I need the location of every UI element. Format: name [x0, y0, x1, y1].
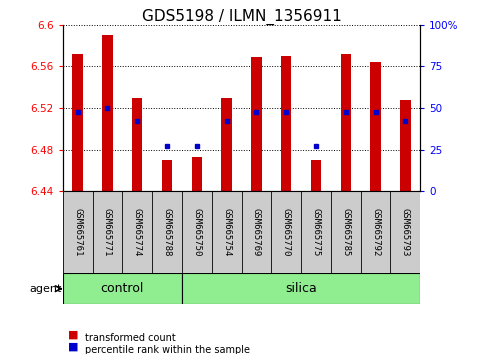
Text: GSM665775: GSM665775 [312, 208, 320, 256]
Bar [370, 62, 381, 192]
Text: GSM665770: GSM665770 [282, 208, 291, 256]
Text: GSM665761: GSM665761 [73, 208, 82, 256]
Text: control: control [100, 282, 144, 295]
Text: GSM665793: GSM665793 [401, 208, 410, 256]
Text: agent: agent [29, 284, 61, 294]
Text: GSM665788: GSM665788 [163, 208, 171, 256]
Bar [311, 160, 321, 192]
Text: silica: silica [285, 282, 317, 295]
Bar [341, 54, 351, 192]
Bar [221, 98, 232, 192]
Text: ■: ■ [68, 330, 78, 340]
Text: ■: ■ [68, 342, 78, 352]
Text: transformed count: transformed count [85, 333, 175, 343]
Text: GSM665785: GSM665785 [341, 208, 350, 256]
Text: GSM665771: GSM665771 [103, 208, 112, 256]
Bar [132, 98, 142, 192]
Text: GSM665754: GSM665754 [222, 208, 231, 256]
Bar [72, 54, 83, 192]
Bar [102, 35, 113, 192]
Bar [192, 157, 202, 192]
FancyBboxPatch shape [182, 273, 420, 304]
FancyBboxPatch shape [63, 273, 182, 304]
Text: GSM665774: GSM665774 [133, 208, 142, 256]
Bar [162, 160, 172, 192]
Text: GSM665792: GSM665792 [371, 208, 380, 256]
Bar [400, 100, 411, 192]
Bar [281, 56, 291, 192]
Title: GDS5198 / ILMN_1356911: GDS5198 / ILMN_1356911 [142, 8, 341, 25]
Text: percentile rank within the sample: percentile rank within the sample [85, 345, 250, 354]
Text: GSM665769: GSM665769 [252, 208, 261, 256]
Bar [251, 57, 262, 192]
Text: GSM665750: GSM665750 [192, 208, 201, 256]
